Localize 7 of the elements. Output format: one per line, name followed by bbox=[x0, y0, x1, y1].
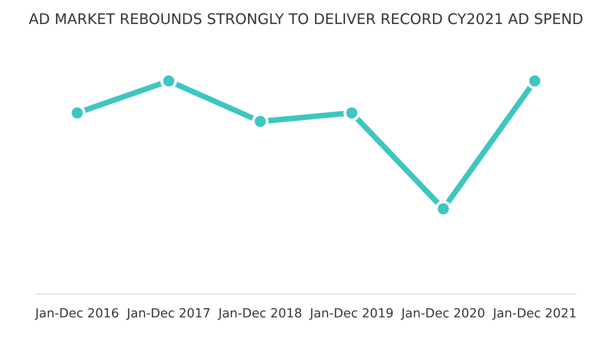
x-tick-label: Jan-Dec 2019 bbox=[309, 308, 393, 320]
x-tick-label: Jan-Dec 2018 bbox=[218, 308, 302, 320]
x-tick-label: Jan-Dec 2016 bbox=[34, 308, 118, 320]
x-tick-label: Jan-Dec 2021 bbox=[492, 308, 576, 320]
chart-title: AD MARKET REBOUNDS STRONGLY TO DELIVER RECORD CY2021 AD SPEND bbox=[28, 13, 582, 24]
x-tick-label: Jan-Dec 2017 bbox=[126, 308, 210, 320]
x-tick-label: Jan-Dec 2020 bbox=[400, 308, 484, 320]
